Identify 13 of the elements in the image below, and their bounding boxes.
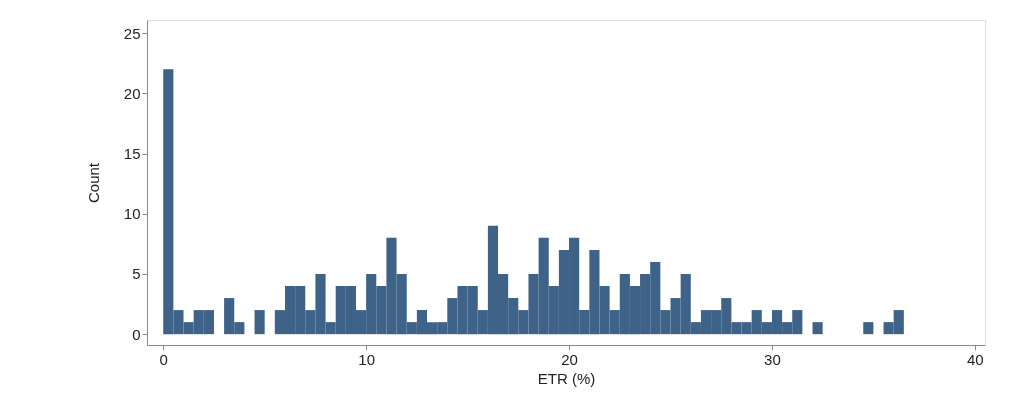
y-tick-label: 20 bbox=[123, 84, 141, 102]
y-tick-label: 5 bbox=[132, 265, 141, 283]
x-tick-label: 40 bbox=[967, 350, 984, 368]
y-tick-label: 15 bbox=[123, 145, 141, 163]
x-tick-label: 20 bbox=[561, 350, 578, 368]
x-tick-label: 10 bbox=[358, 350, 375, 368]
y-tick-label: 25 bbox=[123, 24, 141, 42]
y-axis-title: Count bbox=[84, 162, 102, 204]
x-tick-label: 30 bbox=[764, 350, 781, 368]
y-tick-label: 0 bbox=[132, 325, 141, 343]
y-tick-label: 10 bbox=[123, 205, 141, 223]
x-tick-label: 0 bbox=[159, 350, 168, 368]
x-axis-title: ETR (%) bbox=[537, 369, 596, 387]
